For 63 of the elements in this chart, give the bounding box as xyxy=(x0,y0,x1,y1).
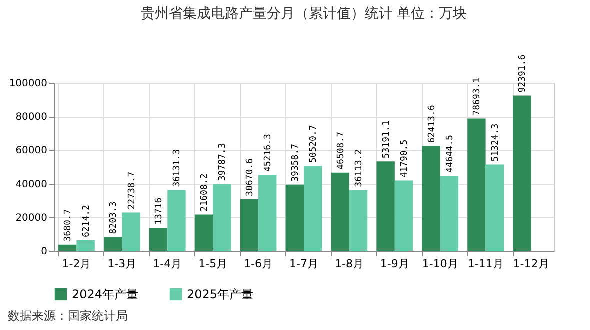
y-tick-label: 60000 xyxy=(16,146,48,157)
bar xyxy=(376,162,395,251)
data-label: 6214.2 xyxy=(82,205,92,238)
data-label: 3680.7 xyxy=(64,209,74,242)
data-label: 39358.7 xyxy=(290,144,301,182)
data-label: 78693.1 xyxy=(472,78,483,116)
x-tick-label: 1-11月 xyxy=(468,258,504,270)
y-tick-label: 100000 xyxy=(9,78,48,90)
data-label: 8203.3 xyxy=(109,202,120,234)
data-label: 13716 xyxy=(154,198,165,225)
x-tick-label: 1-9月 xyxy=(380,258,410,270)
bar xyxy=(440,176,459,251)
data-label: 62413.6 xyxy=(427,105,438,144)
data-label: 53191.1 xyxy=(382,120,392,159)
data-label: 30670.6 xyxy=(245,158,256,196)
bar xyxy=(468,118,486,251)
bar xyxy=(513,96,532,251)
bar xyxy=(240,199,259,251)
chart-title: 贵州省集成电路产量分月（累计值）统计 单位：万块 xyxy=(140,6,468,22)
bar xyxy=(149,228,168,251)
x-tick-label: 1-6月 xyxy=(244,258,274,270)
bar xyxy=(168,190,186,251)
bar xyxy=(394,180,414,251)
bar xyxy=(58,244,77,251)
data-label: 21608.2 xyxy=(200,174,210,212)
bar xyxy=(122,212,140,251)
bar xyxy=(304,166,322,251)
data-label: 45216.3 xyxy=(264,134,274,172)
data-label: 44644.5 xyxy=(445,135,456,173)
bar xyxy=(422,146,440,251)
y-tick-label: 0 xyxy=(41,246,48,258)
data-label: 41790.5 xyxy=(400,140,410,178)
data-label: 51324.3 xyxy=(490,124,501,162)
x-tick-label: 1-7月 xyxy=(290,258,318,270)
x-tick-label: 1-12月 xyxy=(513,258,550,270)
data-label: 36113.2 xyxy=(354,149,365,188)
x-tick-label: 1-4月 xyxy=(153,258,182,270)
y-tick-label: 20000 xyxy=(16,212,48,224)
bar xyxy=(286,184,304,251)
data-label: 46508.7 xyxy=(336,132,346,170)
x-tick-label: 1-10月 xyxy=(422,258,458,270)
data-label: 39787.3 xyxy=(218,143,228,182)
data-label: 36131.3 xyxy=(172,149,183,188)
bar xyxy=(213,184,232,251)
bar xyxy=(349,190,368,251)
data-label: 22738.7 xyxy=(127,172,138,210)
bar xyxy=(104,237,122,251)
x-tick-label: 1-8月 xyxy=(334,258,364,270)
y-tick-label: 80000 xyxy=(16,112,48,124)
x-tick-label: 1-5月 xyxy=(198,258,228,270)
bar xyxy=(258,175,277,251)
bar xyxy=(76,240,95,251)
bar xyxy=(331,172,350,251)
bar xyxy=(486,164,504,251)
bar xyxy=(194,214,214,251)
x-tick-label: 1-2月 xyxy=(62,258,92,270)
legend-label: 2024年产量 xyxy=(72,287,139,302)
y-tick-label: 40000 xyxy=(16,179,48,190)
data-label: 50520.7 xyxy=(309,125,320,164)
source-note: 数据来源：国家统计局 xyxy=(8,308,128,325)
x-tick-label: 1-3月 xyxy=(108,258,137,270)
data-label: 92391.6 xyxy=(518,54,528,93)
legend-label: 2025年产量 xyxy=(187,287,254,302)
